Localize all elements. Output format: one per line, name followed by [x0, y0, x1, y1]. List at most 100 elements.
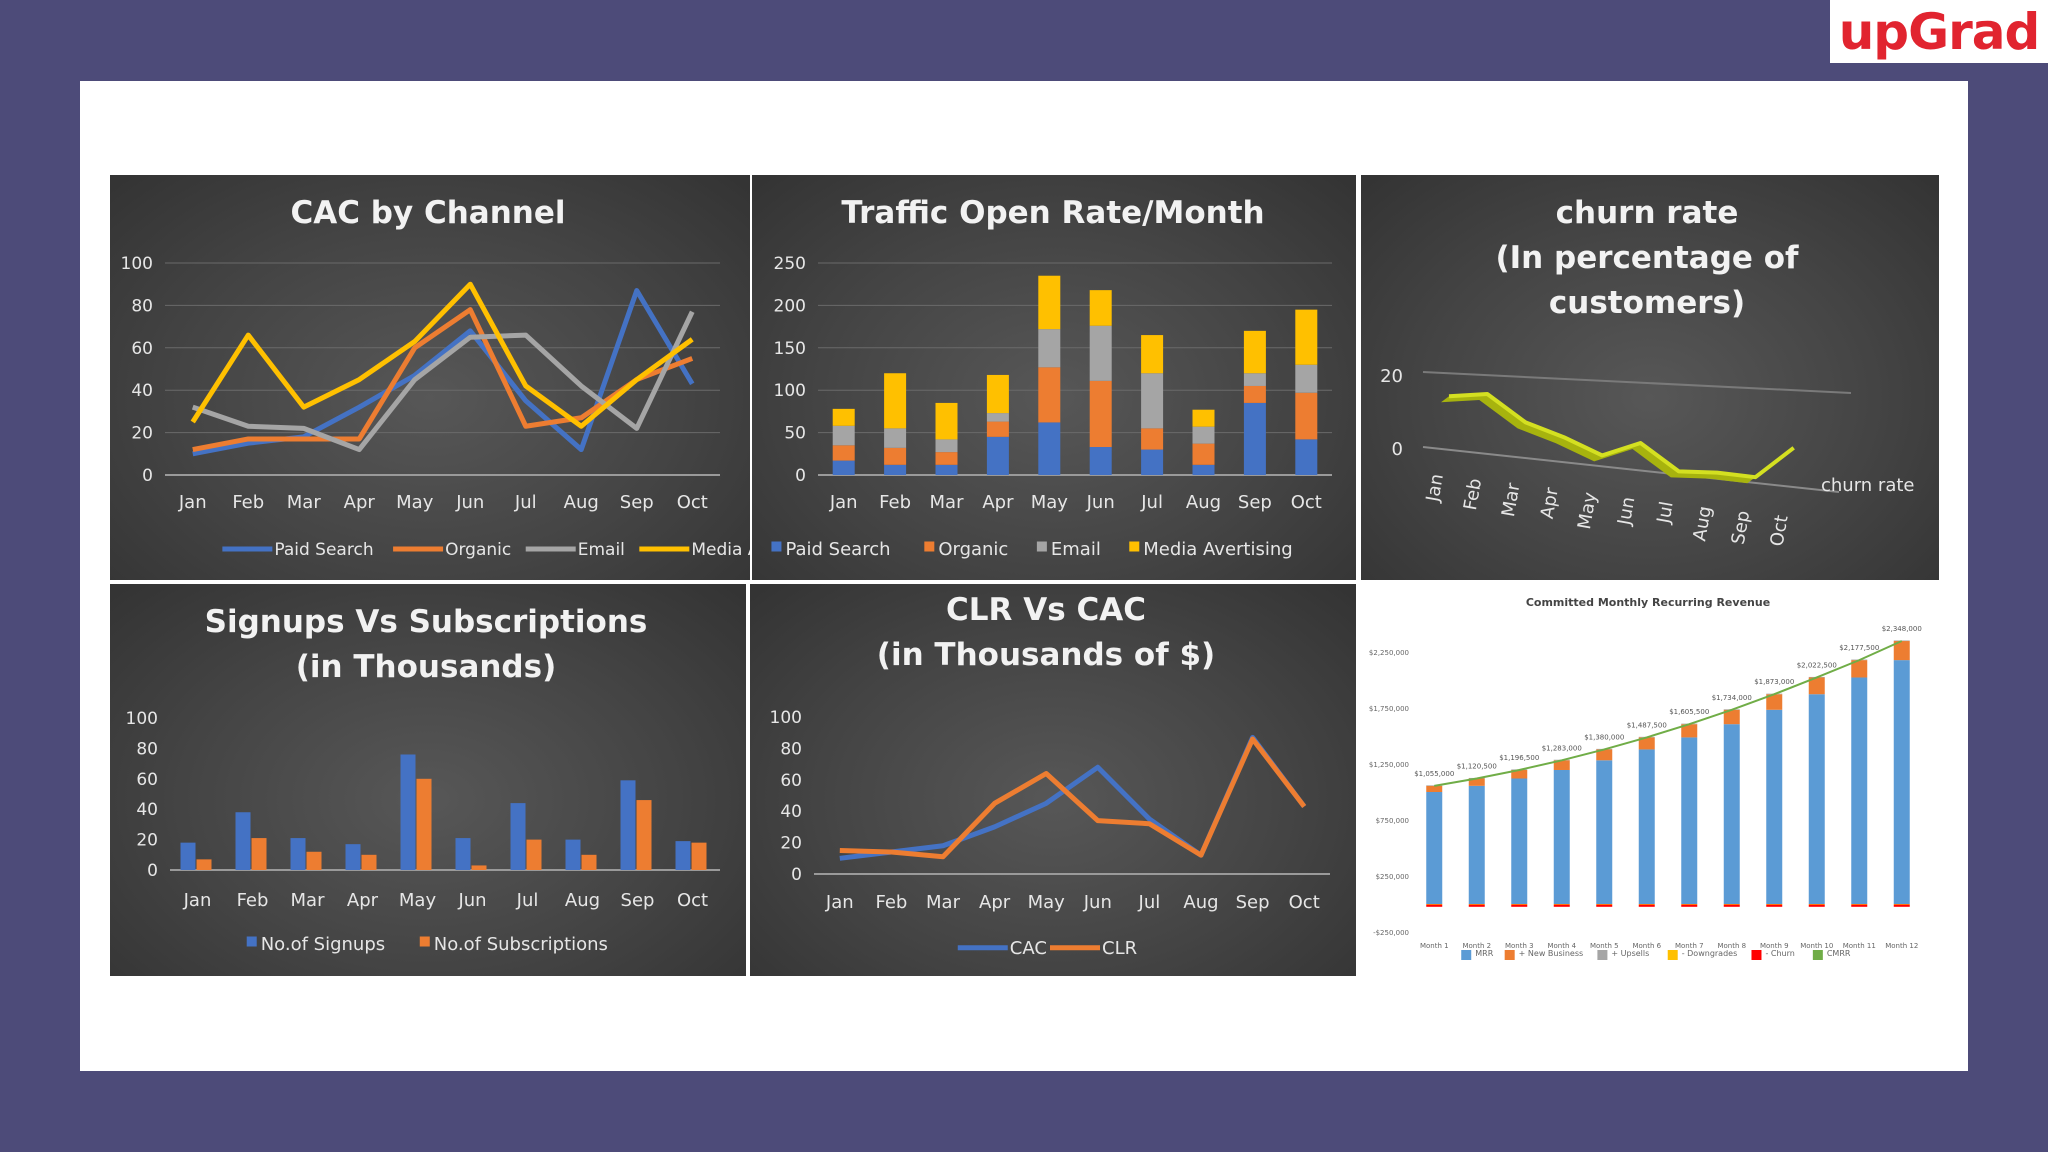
x-tick-label: May	[399, 890, 437, 911]
y-tick-label: 0	[147, 861, 158, 881]
bar-no-of-subscriptions-aug	[581, 854, 597, 870]
signups-vs-subscriptions-chart: Signups Vs Subscriptions (in Thousands) 0 2…	[110, 584, 746, 976]
bar-downgrades-month-5	[1596, 904, 1613, 905]
bar-no-of-subscriptions-jul	[526, 839, 542, 870]
series-line-organic	[192, 307, 694, 453]
y-tick-label: 60	[131, 339, 153, 359]
y-tick-label: $250,000	[1376, 873, 1409, 881]
x-tick-label: Jan	[1422, 472, 1448, 504]
x-tick-label: Month 12	[1885, 942, 1918, 950]
legend-label-mrr: MRR	[1475, 949, 1493, 958]
y-tick-label: 250	[774, 254, 806, 274]
bar-new-business-month-11	[1851, 660, 1868, 678]
x-tick-label: Apr	[1537, 485, 1563, 520]
x-tick-label: Aug	[1183, 892, 1218, 913]
bar-new-business-month-7	[1681, 724, 1698, 738]
bar-media-avertising-oct	[1295, 309, 1318, 365]
bar-paid-search-sep	[1243, 402, 1266, 475]
x-tick-label: Sep	[1238, 492, 1272, 513]
bar-paid-search-may	[1038, 422, 1061, 475]
legend-key-organic	[924, 541, 935, 552]
chart-title-line: (in Thousands of $)	[877, 637, 1215, 673]
legend-label-cmrr: CMRR	[1827, 949, 1851, 958]
y-tick-label: $2,250,000	[1369, 649, 1409, 657]
bar-paid-search-jan	[832, 460, 855, 475]
bar-no-of-subscriptions-mar	[306, 851, 322, 870]
bar-media-avertising-apr	[986, 374, 1009, 414]
bar-no-of-signups-mar	[290, 838, 306, 870]
chart-title-line: (In percentage of	[1495, 240, 1799, 276]
x-tick-label: Month 5	[1590, 942, 1619, 950]
bar-new-business-month-9	[1766, 694, 1783, 710]
legend-label-new-business: + New Business	[1519, 949, 1584, 958]
legend-key-churn	[1751, 950, 1762, 960]
p-cac-svg: CAC by Channel 0 20 40 60 80 100 Jan Feb Mar Apr Ma…	[121, 195, 750, 560]
x-tick-label: Jun	[1614, 495, 1640, 527]
x-axis-line	[1422, 446, 1840, 493]
x-tick-label: Mar	[287, 492, 322, 513]
p-clr-svg: CLR Vs CAC (in Thousands of $) 0 20 40 60 80 10…	[770, 592, 1330, 959]
x-tick-label: Oct	[1289, 892, 1320, 913]
legend-label-clr: CLR	[1102, 938, 1137, 959]
bar-churn-month-3	[1511, 904, 1528, 907]
bar-mrr-month-10	[1808, 694, 1825, 904]
legend-key-cmrr	[1812, 950, 1823, 960]
legend-label-organic: Organic	[938, 539, 1008, 560]
legend-label-no-of-signups: No.of Signups	[261, 934, 385, 955]
y-tick-label: 80	[131, 296, 153, 316]
chart-title-line: Signups Vs Subscriptions	[205, 604, 648, 640]
bar-no-of-signups-sep	[620, 780, 636, 870]
data-label: $1,055,000	[1414, 770, 1454, 778]
bar-no-of-signups-may	[400, 754, 416, 870]
x-tick-label: Apr	[344, 492, 376, 513]
bar-churn-month-5	[1596, 904, 1613, 907]
legend-label-organic: Organic	[445, 540, 511, 560]
x-tick-label: Month 7	[1675, 942, 1704, 950]
bar-no-of-subscriptions-apr	[361, 854, 377, 870]
x-tick-label: Apr	[982, 492, 1014, 513]
series-line-cmrr	[1434, 640, 1903, 787]
bar-organic-may	[1038, 367, 1061, 423]
bar-email-sep	[1243, 373, 1266, 386]
cmrr-chart: Committed Monthly Recurring Revenue -$250…	[1361, 584, 1939, 976]
x-tick-label: Jul	[1138, 892, 1161, 913]
legend-key-new-business	[1504, 950, 1515, 960]
legend-label-churn: - Churn	[1765, 949, 1794, 958]
x-tick-label: Jan	[829, 492, 858, 513]
y-tick-label: 50	[784, 424, 806, 444]
y-tick-label: 100	[121, 254, 153, 274]
chart-title-line: churn rate	[1556, 195, 1739, 231]
bar-churn-month-12	[1893, 904, 1910, 907]
bar-downgrades-month-10	[1808, 904, 1825, 905]
bar-paid-search-apr	[986, 436, 1009, 475]
x-tick-label: Mar	[1498, 481, 1525, 519]
bar-downgrades-month-11	[1851, 904, 1868, 905]
y-tick-label: 0	[795, 466, 806, 486]
bar-churn-month-1	[1426, 904, 1443, 907]
series-ribbon-churn-rate	[1441, 394, 1794, 484]
bar-paid-search-oct	[1295, 439, 1318, 475]
y-tick-label: 200	[774, 296, 806, 316]
y-tick-label: 0	[1392, 439, 1403, 460]
bar-downgrades-month-9	[1766, 904, 1783, 905]
x-tick-label: Mar	[930, 492, 965, 513]
bar-paid-search-jun	[1089, 447, 1112, 475]
bar-no-of-subscriptions-jun	[471, 865, 487, 870]
bar-new-business-month-12	[1893, 641, 1910, 661]
chart-title-line: customers)	[1549, 285, 1745, 321]
bar-paid-search-aug	[1192, 464, 1215, 475]
bar-no-of-subscriptions-jan	[196, 859, 212, 870]
y-tick-label: 40	[780, 802, 802, 822]
bar-new-business-month-8	[1723, 709, 1740, 725]
bar-organic-jul	[1141, 428, 1164, 450]
bar-downgrades-month-8	[1723, 904, 1740, 905]
p-traffic-svg: Traffic Open Rate/Month 0 50 100 150 200 250 Ja…	[771, 195, 1332, 560]
bar-email-jun	[1089, 325, 1112, 381]
y-tick-label: 60	[780, 771, 802, 791]
bar-new-business-month-5	[1596, 749, 1613, 761]
y-tick-label: 100	[770, 708, 802, 728]
bar-media-avertising-feb	[884, 373, 907, 429]
bar-mrr-month-1	[1426, 792, 1443, 904]
y-tick-label: 100	[126, 709, 158, 729]
x-tick-label: Month 3	[1505, 942, 1534, 950]
